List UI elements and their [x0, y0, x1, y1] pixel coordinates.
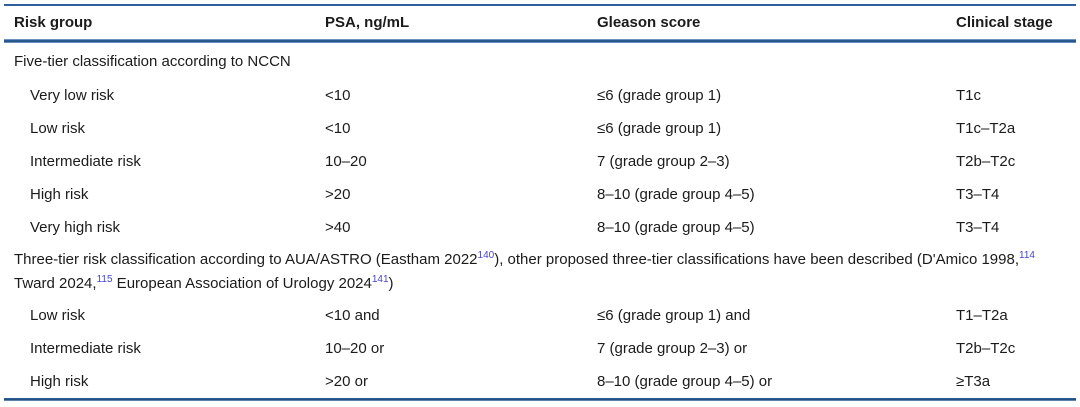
section-title-text: Tward 2024,	[14, 275, 97, 292]
stage-cell: T1c	[956, 87, 982, 104]
reference-superscript: 141	[371, 274, 389, 285]
reference-superscript: 114	[1019, 250, 1035, 261]
risk-group-cell: Very high risk	[30, 219, 121, 236]
psa-cell: <10	[325, 87, 351, 104]
gleason-cell: 7 (grade group 2–3) or	[597, 340, 748, 357]
stage-cell: T2b–T2c	[956, 153, 1016, 170]
table-row: Intermediate risk 10–20 or 7 (grade grou…	[0, 332, 1080, 365]
psa-cell: >20 or	[325, 373, 368, 390]
gleason-cell: 8–10 (grade group 4–5)	[597, 186, 755, 203]
top-rule	[4, 4, 1076, 6]
bottom-rule	[4, 398, 1076, 401]
reference-superscript: 140	[477, 250, 495, 261]
section-title-text: Five-tier classification according to NC…	[14, 52, 291, 70]
risk-group-cell: High risk	[30, 373, 89, 390]
section-title-text: )	[388, 275, 394, 292]
gleason-cell: 8–10 (grade group 4–5)	[597, 219, 755, 236]
table-header-row: Risk group PSA, ng/mL Gleason score Clin…	[0, 6, 1080, 39]
psa-cell: 10–20	[325, 153, 367, 170]
section-title-text: ), other proposed three-tier classificat…	[494, 251, 1020, 268]
risk-group-cell: High risk	[30, 186, 89, 203]
table-row: High risk >20 8–10 (grade group 4–5) T3–…	[0, 178, 1080, 211]
column-header-gleason: Gleason score	[597, 14, 701, 31]
gleason-cell: 8–10 (grade group 4–5) or	[597, 373, 773, 390]
table-row: Low risk <10 ≤6 (grade group 1) T1c–T2a	[0, 112, 1080, 145]
reference-superscript: 115	[96, 274, 113, 285]
risk-group-cell: Low risk	[30, 120, 86, 137]
column-header-clinical-stage: Clinical stage	[956, 14, 1053, 31]
stage-cell: T3–T4	[956, 219, 1000, 236]
section-title-text: Three-tier risk classification according…	[14, 251, 478, 268]
risk-group-cell: Intermediate risk	[30, 340, 141, 357]
table-row: Very low risk <10 ≤6 (grade group 1) T1c	[0, 79, 1080, 112]
gleason-cell: ≤6 (grade group 1)	[597, 120, 722, 137]
section-title-five-tier: Five-tier classification according to NC…	[0, 43, 1080, 79]
stage-cell: T3–T4	[956, 186, 1000, 203]
risk-group-cell: Very low risk	[30, 87, 115, 104]
psa-cell: 10–20 or	[325, 340, 385, 357]
gleason-cell: 7 (grade group 2–3)	[597, 153, 730, 170]
risk-group-cell: Intermediate risk	[30, 153, 141, 170]
gleason-cell: ≤6 (grade group 1)	[597, 87, 722, 104]
stage-cell: T1–T2a	[956, 307, 1008, 324]
column-header-psa: PSA, ng/mL	[325, 14, 410, 31]
column-header-risk-group: Risk group	[14, 14, 93, 31]
stage-cell: T1c–T2a	[956, 120, 1016, 137]
gleason-cell: ≤6 (grade group 1) and	[597, 307, 751, 324]
stage-cell: T2b–T2c	[956, 340, 1016, 357]
header-rule	[4, 39, 1076, 43]
section-title-text: European Association of Urology 2024	[112, 275, 372, 292]
psa-cell: >40	[325, 219, 351, 236]
risk-group-cell: Low risk	[30, 307, 86, 324]
table-row: Very high risk >40 8–10 (grade group 4–5…	[0, 211, 1080, 244]
table-row: Intermediate risk 10–20 7 (grade group 2…	[0, 145, 1080, 178]
table-row: High risk >20 or 8–10 (grade group 4–5) …	[0, 365, 1080, 398]
section-title-three-tier: Three-tier risk classification according…	[0, 244, 1080, 299]
psa-cell: <10 and	[325, 307, 380, 324]
table-row: Low risk <10 and ≤6 (grade group 1) and …	[0, 299, 1080, 332]
psa-cell: >20	[325, 186, 351, 203]
psa-cell: <10	[325, 120, 351, 137]
stage-cell: ≥T3a	[956, 373, 991, 390]
